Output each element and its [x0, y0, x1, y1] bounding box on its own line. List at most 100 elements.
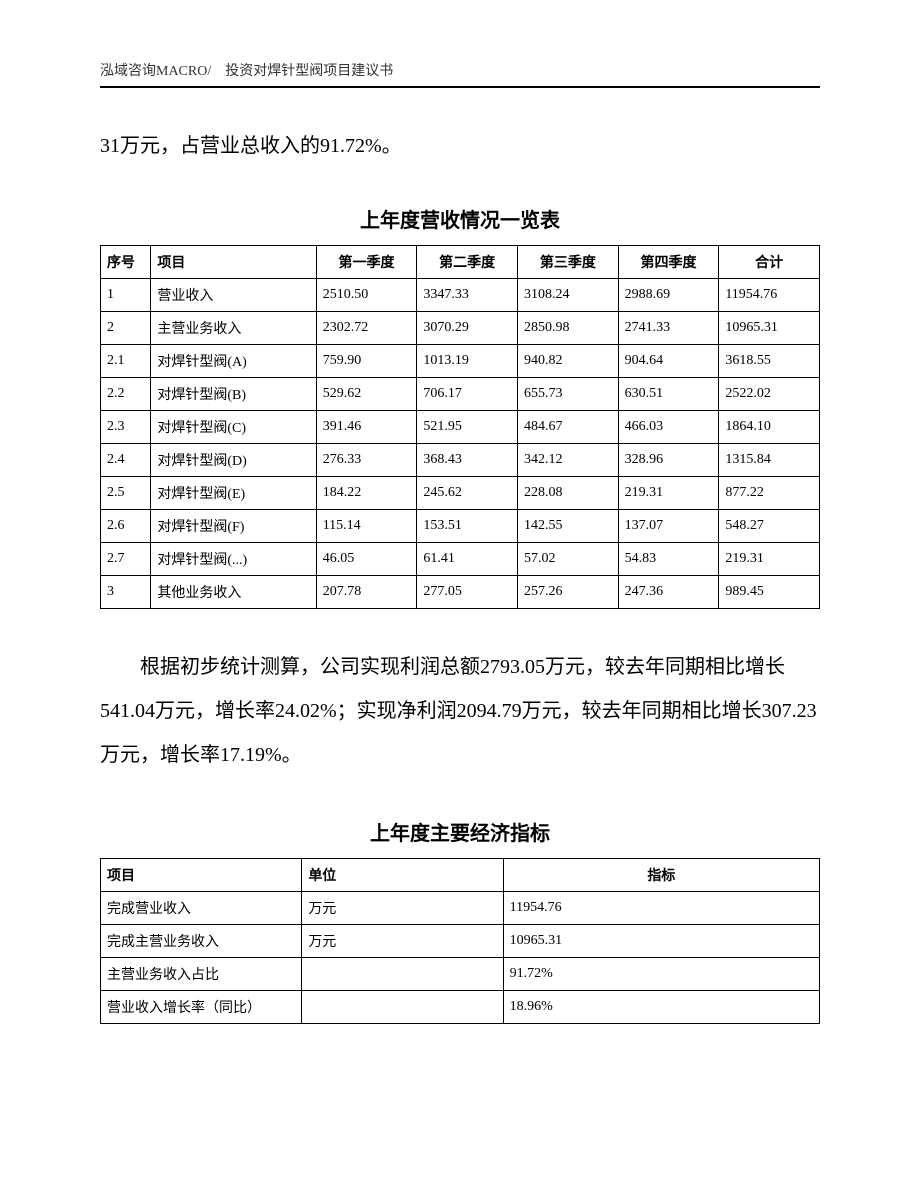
table-row: 2.7对焊针型阀(...)46.0561.4157.0254.83219.31	[101, 543, 820, 576]
table-cell: 940.82	[518, 345, 619, 378]
table-row: 2.5对焊针型阀(E)184.22245.62228.08219.31877.2…	[101, 477, 820, 510]
table-cell: 2.2	[101, 378, 151, 411]
table-cell: 46.05	[316, 543, 417, 576]
table-cell: 153.51	[417, 510, 518, 543]
table-cell: 1	[101, 279, 151, 312]
table-row: 营业收入增长率（同比） 18.96%	[101, 991, 820, 1024]
table-cell: 2988.69	[618, 279, 719, 312]
table2-title: 上年度主要经济指标	[100, 817, 820, 846]
col-unit: 单位	[302, 859, 503, 892]
table-row: 主营业务收入占比 91.72%	[101, 958, 820, 991]
table-row: 完成主营业务收入万元10965.31	[101, 925, 820, 958]
table-cell: 655.73	[518, 378, 619, 411]
table-row: 2.6对焊针型阀(F)115.14153.51142.55137.07548.2…	[101, 510, 820, 543]
table-cell: 91.72%	[503, 958, 819, 991]
col-indicator: 指标	[503, 859, 819, 892]
table-cell: 对焊针型阀(...)	[151, 543, 316, 576]
header-divider	[100, 86, 820, 88]
table1-body: 1营业收入2510.503347.333108.242988.6911954.7…	[101, 279, 820, 609]
table-cell: 54.83	[618, 543, 719, 576]
table-row: 1营业收入2510.503347.333108.242988.6911954.7…	[101, 279, 820, 312]
table-cell: 277.05	[417, 576, 518, 609]
table-cell: 11954.76	[719, 279, 820, 312]
table-cell: 营业收入增长率（同比）	[101, 991, 302, 1024]
indicators-table: 项目 单位 指标 完成营业收入万元11954.76完成主营业务收入万元10965…	[100, 858, 820, 1024]
table2-body: 完成营业收入万元11954.76完成主营业务收入万元10965.31主营业务收入…	[101, 892, 820, 1024]
table-cell: 245.62	[417, 477, 518, 510]
table-row: 3其他业务收入207.78277.05257.26247.36989.45	[101, 576, 820, 609]
table-cell: 342.12	[518, 444, 619, 477]
table-cell: 207.78	[316, 576, 417, 609]
table-cell: 466.03	[618, 411, 719, 444]
table-cell: 完成主营业务收入	[101, 925, 302, 958]
col-q2: 第二季度	[417, 246, 518, 279]
table2-head: 项目 单位 指标	[101, 859, 820, 892]
table-cell: 2741.33	[618, 312, 719, 345]
table-cell: 521.95	[417, 411, 518, 444]
table-cell: 2.7	[101, 543, 151, 576]
table-cell: 2522.02	[719, 378, 820, 411]
col-q1: 第一季度	[316, 246, 417, 279]
intro-paragraph: 31万元，占营业总收入的91.72%。	[100, 128, 820, 164]
table-cell: 11954.76	[503, 892, 819, 925]
table-cell: 368.43	[417, 444, 518, 477]
table-cell: 630.51	[618, 378, 719, 411]
col-seq: 序号	[101, 246, 151, 279]
table-cell: 228.08	[518, 477, 619, 510]
table-cell: 营业收入	[151, 279, 316, 312]
table-cell: 276.33	[316, 444, 417, 477]
table-cell: 548.27	[719, 510, 820, 543]
table-cell	[302, 958, 503, 991]
table-cell: 219.31	[719, 543, 820, 576]
table-cell: 万元	[302, 892, 503, 925]
table-cell: 2	[101, 312, 151, 345]
table-cell: 对焊针型阀(D)	[151, 444, 316, 477]
col-q4: 第四季度	[618, 246, 719, 279]
table-cell: 3347.33	[417, 279, 518, 312]
table-cell: 2.5	[101, 477, 151, 510]
table-cell: 主营业务收入	[151, 312, 316, 345]
table-cell: 3070.29	[417, 312, 518, 345]
table-cell: 对焊针型阀(C)	[151, 411, 316, 444]
table-cell: 18.96%	[503, 991, 819, 1024]
table1-title: 上年度营收情况一览表	[100, 204, 820, 233]
table-row: 2.2对焊针型阀(B)529.62706.17655.73630.512522.…	[101, 378, 820, 411]
page-header: 泓域咨询MACRO/ 投资对焊针型阀项目建议书	[100, 60, 820, 80]
table-cell: 142.55	[518, 510, 619, 543]
table-cell: 主营业务收入占比	[101, 958, 302, 991]
table-cell: 3	[101, 576, 151, 609]
table-cell: 137.07	[618, 510, 719, 543]
table-cell: 247.36	[618, 576, 719, 609]
table-cell: 1315.84	[719, 444, 820, 477]
table-cell: 2.6	[101, 510, 151, 543]
table-cell: 对焊针型阀(E)	[151, 477, 316, 510]
table-cell: 57.02	[518, 543, 619, 576]
table-cell: 706.17	[417, 378, 518, 411]
table-cell: 989.45	[719, 576, 820, 609]
table-cell: 2.3	[101, 411, 151, 444]
table-cell: 对焊针型阀(F)	[151, 510, 316, 543]
revenue-table: 序号 项目 第一季度 第二季度 第三季度 第四季度 合计 1营业收入2510.5…	[100, 245, 820, 609]
table-cell: 328.96	[618, 444, 719, 477]
table-cell: 257.26	[518, 576, 619, 609]
table-cell: 1013.19	[417, 345, 518, 378]
table-cell: 759.90	[316, 345, 417, 378]
table-cell: 10965.31	[719, 312, 820, 345]
col-total: 合计	[719, 246, 820, 279]
table-header-row: 序号 项目 第一季度 第二季度 第三季度 第四季度 合计	[101, 246, 820, 279]
table-row: 2.3对焊针型阀(C)391.46521.95484.67466.031864.…	[101, 411, 820, 444]
table-cell: 完成营业收入	[101, 892, 302, 925]
table-cell: 484.67	[518, 411, 619, 444]
table-header-row: 项目 单位 指标	[101, 859, 820, 892]
table-row: 2.1对焊针型阀(A)759.901013.19940.82904.643618…	[101, 345, 820, 378]
table-row: 2.4对焊针型阀(D)276.33368.43342.12328.961315.…	[101, 444, 820, 477]
table1-head: 序号 项目 第一季度 第二季度 第三季度 第四季度 合计	[101, 246, 820, 279]
table-cell: 其他业务收入	[151, 576, 316, 609]
table-cell: 10965.31	[503, 925, 819, 958]
table-cell: 2850.98	[518, 312, 619, 345]
table-cell: 3618.55	[719, 345, 820, 378]
table-cell: 3108.24	[518, 279, 619, 312]
table-cell: 877.22	[719, 477, 820, 510]
table-cell: 904.64	[618, 345, 719, 378]
table-cell: 对焊针型阀(A)	[151, 345, 316, 378]
